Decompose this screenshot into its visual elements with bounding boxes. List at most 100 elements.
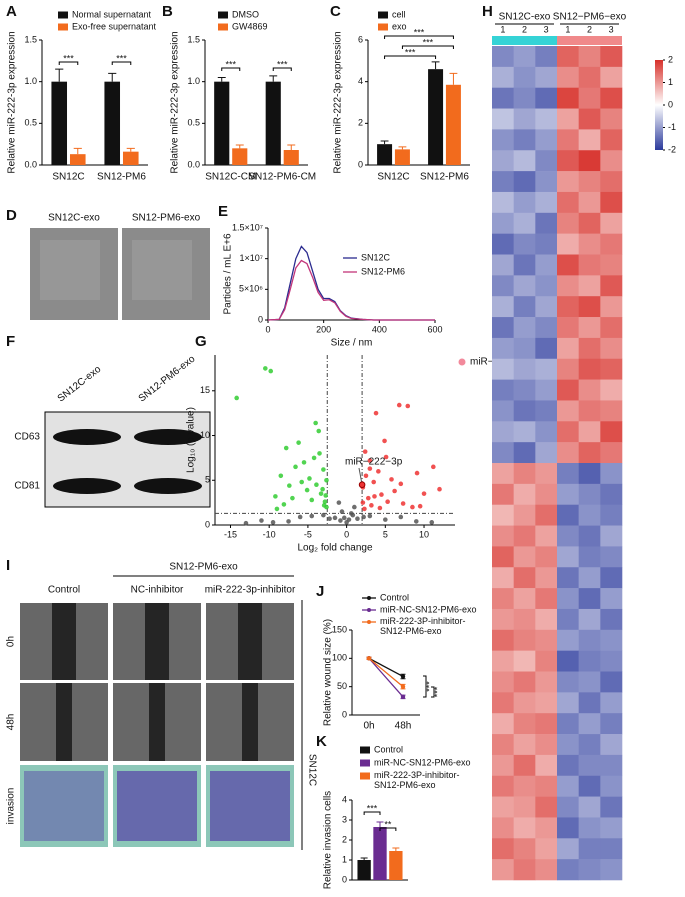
wound-gap [242,683,258,761]
error-bar [431,61,440,70]
heatmap-cell [557,546,579,568]
heatmap-cell [557,233,579,255]
legend-label: SN12-PM6 [361,266,405,276]
heatmap-cell [535,796,558,818]
heatmap-cell [492,734,514,756]
point [367,466,373,471]
significance-label: *** [367,803,378,813]
text-line: miR-222-3P-inhibitor- [380,616,466,626]
point [431,464,436,470]
heatmap-cell [578,171,601,193]
point [366,656,372,661]
heatmap-cell [535,608,558,631]
blot-band [53,429,121,445]
heatmap-cell [600,608,623,631]
heatmap-cell [578,859,601,881]
heatmap-cell [513,734,536,756]
heatmap-cell [513,379,536,401]
panel-letter: J [316,583,324,600]
heatmap-cell [513,296,536,318]
heatmap-cell [492,775,514,797]
heatmap-cell [600,546,623,568]
significance-label: *** [277,59,288,69]
heatmap-cell [535,87,558,109]
heatmap-cell [492,859,514,881]
point [268,368,274,374]
bar [122,151,139,165]
heatmap-cell [535,379,558,401]
x-tick-label: 600 [427,324,442,334]
point [304,487,310,493]
point [313,420,318,426]
heatmap-cell [557,46,579,68]
heatmap-cell [513,629,536,651]
heatmap-cell [600,337,623,360]
blot-band [53,478,121,494]
wound-gap [56,683,72,761]
y-tick-label: 4 [342,794,347,804]
y-tick-label: 1×10⁷ [239,253,263,263]
heatmap-cell [578,754,601,777]
heatmap-cell [578,317,601,339]
bar [389,851,403,880]
heatmap-cell [492,671,514,693]
heatmap-cell [492,525,514,547]
legend-label: Normal supernatant [72,9,152,19]
x-axis-label: Log₂ fold change [297,543,372,554]
heatmap-cell [557,463,579,485]
legend-label: Exo-free supernatant [72,21,157,31]
column-label: 3 [609,24,614,34]
error-bar [217,77,226,82]
panel-letter: I [6,557,10,574]
heatmap-cell [535,859,558,881]
point [309,497,315,503]
heatmap-cell [578,713,601,735]
heatmap-cell [557,713,579,735]
heatmap-cell [578,650,601,672]
point [365,495,371,501]
text-line: miR-222-3P-inhibitor- [374,770,460,780]
heatmap-cell [492,275,514,297]
point [324,504,329,510]
heatmap-cell [513,588,536,610]
error-bar [449,72,458,85]
point [311,455,317,461]
y-tick-label: 1.0 [24,76,37,86]
heatmap-cell [557,567,579,589]
heatmap-cell [578,734,601,756]
heatmap-cell [600,66,623,88]
heatmap-cell [600,108,623,130]
panel-letter: A [6,3,17,20]
heatmap-cell [578,504,601,526]
colorbar-tick-label: 1 [668,77,673,87]
point [307,476,312,481]
heatmap-cell [557,317,579,339]
point [367,513,373,519]
heatmap-cell [557,775,579,797]
heatmap-cell [513,171,536,193]
significance-label: *** [414,27,425,37]
heatmap-cell [513,775,536,797]
annotation: miR−222−3p [345,457,403,468]
bar [69,154,86,165]
heatmap-cell [535,588,558,610]
heatmap-cell [557,254,579,276]
heatmap-cell [535,504,558,526]
point [361,514,366,520]
heatmap-cell [513,525,536,547]
legend-marker [367,608,371,612]
heatmap-cell [557,650,579,672]
y-tick-label: 100 [332,653,347,663]
x-tick-label: 10 [419,529,429,539]
point [352,504,357,510]
bar [232,148,248,165]
bar [394,149,410,165]
heatmap-cell [492,838,514,860]
heatmap-cell [535,754,558,777]
heatmap-cell [535,108,558,130]
bar [283,150,299,165]
y-tick-label: 0.5 [187,118,200,128]
heatmap-cell [513,754,536,777]
bar [214,81,230,165]
point [379,492,384,497]
